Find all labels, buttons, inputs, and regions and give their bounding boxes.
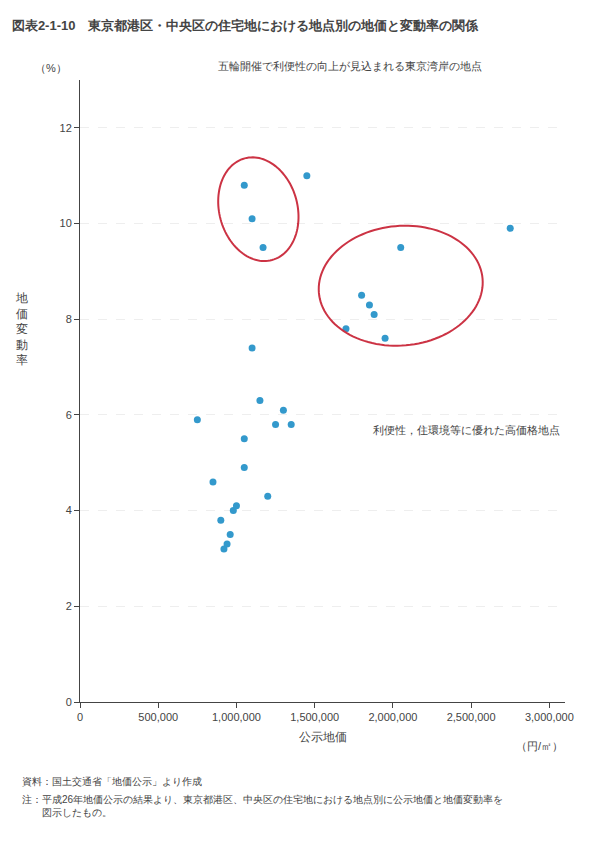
- svg-text:1,500,000: 1,500,000: [290, 711, 339, 723]
- svg-text:0: 0: [66, 696, 72, 708]
- svg-text:（円/㎡）: （円/㎡）: [516, 740, 563, 752]
- svg-text:2: 2: [66, 600, 72, 612]
- svg-text:利便性，住環境等に優れた高価格地点: 利便性，住環境等に優れた高価格地点: [373, 424, 560, 436]
- svg-text:6: 6: [66, 409, 72, 421]
- svg-text:地価変動率: 地価変動率: [15, 291, 28, 367]
- svg-text:4: 4: [66, 504, 72, 516]
- svg-text:12: 12: [60, 122, 72, 134]
- svg-text:公示地価: 公示地価: [299, 730, 347, 744]
- svg-text:図表2-1-10 東京都港区・中央区の住宅地における地点別の: 図表2-1-10 東京都港区・中央区の住宅地における地点別の地価と変動率の関係: [12, 18, 480, 33]
- svg-text:10: 10: [60, 217, 72, 229]
- svg-text:500,000: 500,000: [138, 711, 178, 723]
- svg-text:1,000,000: 1,000,000: [212, 711, 261, 723]
- svg-text:0: 0: [77, 711, 83, 723]
- svg-text:（%）: （%）: [35, 62, 67, 74]
- svg-text:五輪開催で利便性の向上が見込まれる東京湾岸の地点: 五輪開催で利便性の向上が見込まれる東京湾岸の地点: [218, 60, 482, 72]
- svg-text:2,500,000: 2,500,000: [447, 711, 496, 723]
- svg-text:2,000,000: 2,000,000: [368, 711, 417, 723]
- svg-text:3,000,000: 3,000,000: [525, 711, 574, 723]
- svg-text:注：平成26年地価公示の結果より、東京都港区、中央区の住宅地: 注：平成26年地価公示の結果より、東京都港区、中央区の住宅地における地点別に公示…: [22, 794, 503, 818]
- svg-text:8: 8: [66, 313, 72, 325]
- svg-text:資料：国土交通省「地価公示」より作成: 資料：国土交通省「地価公示」より作成: [22, 776, 202, 787]
